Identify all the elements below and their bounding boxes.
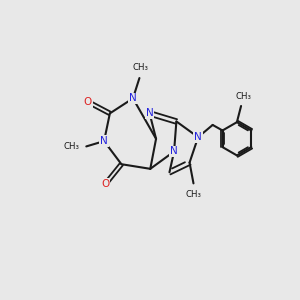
Text: CH₃: CH₃ [185,190,202,199]
Text: N: N [146,108,154,118]
Text: O: O [101,179,110,189]
Text: CH₃: CH₃ [133,63,148,72]
Text: CH₃: CH₃ [64,142,80,151]
Text: N: N [194,132,202,142]
Text: O: O [84,97,92,107]
Text: N: N [100,136,108,146]
Text: CH₃: CH₃ [236,92,251,101]
Text: N: N [129,93,137,103]
Text: N: N [170,146,178,157]
